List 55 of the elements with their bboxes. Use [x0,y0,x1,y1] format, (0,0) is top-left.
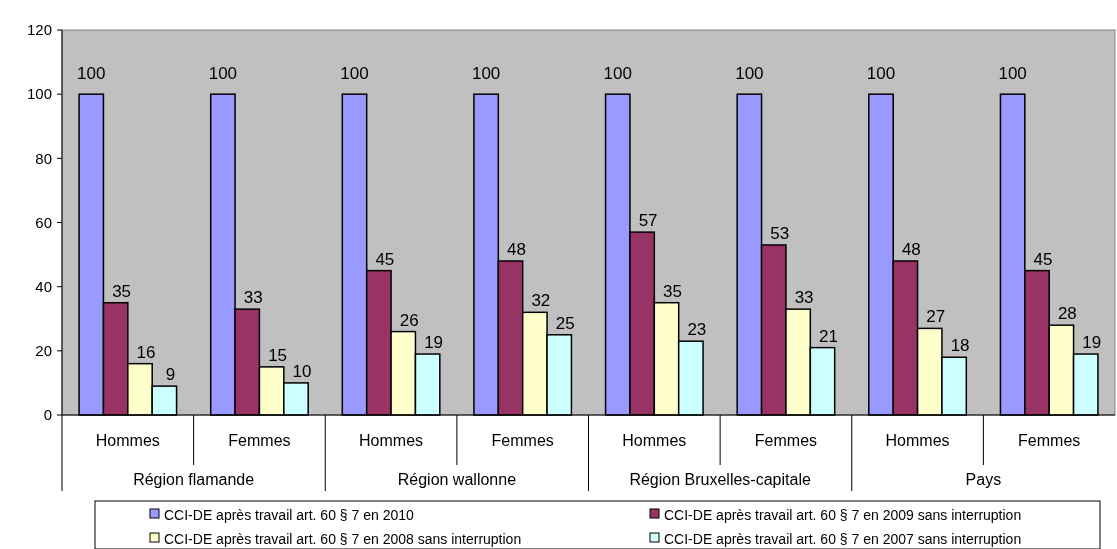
data-label: 53 [770,223,790,243]
data-label: 32 [531,291,551,311]
text: Région flamande [133,471,255,488]
y-tick-label: 100 [26,85,52,103]
x-tick-label: Femmes [754,432,818,449]
y-tick-label: 20 [35,342,52,360]
data-label: 48 [507,240,526,259]
y-tick-label: 120 [26,21,52,39]
data-label: 18 [950,336,970,356]
data-label: 23 [687,320,707,340]
data-label: 19 [424,333,444,353]
legend-label: CCI-DE après travail art. 60 § 7 en 2009 sans interruption [664,506,1022,523]
y-tick-label: 40 [35,277,52,295]
data-label: 100 [471,64,501,84]
text: Pays [965,471,1002,488]
legend-label: CCI-DE après travail art. 60 § 7 en 2008 sans interruption [164,530,522,547]
data-label: 35 [663,281,682,301]
x-tick-label: Femmes [491,432,554,449]
data-label: 100 [735,64,764,84]
data-label: 16 [136,342,156,362]
data-label: 57 [638,211,658,231]
x-tick-label: Hommes [885,432,950,449]
data-label: 48 [901,240,921,259]
data-label: 10 [292,361,312,381]
data-label: 100 [603,64,632,84]
y-tick-label: 60 [35,213,52,231]
data-label: 15 [268,345,288,365]
x-tick-label: Hommes [359,432,424,449]
data-label: 28 [1057,304,1077,324]
data-label: 100 [866,64,896,84]
y-tick-label: 0 [43,406,52,424]
text: Région Bruxelles-capitale [629,471,811,488]
data-label: 100 [208,64,238,84]
legend-label: CCI-DE après travail art. 60 § 7 en 2010 [164,506,415,523]
data-label: 100 [77,64,106,84]
y-tick-label: 80 [35,149,52,167]
legend-label: CCI-DE après travail art. 60 § 7 en 2007 sans interruption [664,530,1022,547]
data-label: 21 [819,326,838,346]
x-tick-label: Hommes [95,432,160,449]
data-label: 100 [340,64,369,84]
data-label: 33 [243,288,263,308]
data-label: 27 [926,307,946,327]
data-label: 26 [399,310,419,330]
data-label: 19 [1082,333,1102,353]
text: Région wallonne [397,471,517,488]
data-label: 45 [1033,249,1053,269]
data-label: 9 [165,365,176,385]
data-label: 100 [998,64,1027,84]
x-tick-label: Hommes [622,432,687,449]
data-label: 25 [555,313,575,333]
x-tick-label: Femmes [228,432,291,449]
data-label: 45 [375,249,395,269]
x-tick-label: Femmes [1018,432,1081,449]
data-label: 35 [112,281,132,301]
data-label: 33 [794,288,814,308]
